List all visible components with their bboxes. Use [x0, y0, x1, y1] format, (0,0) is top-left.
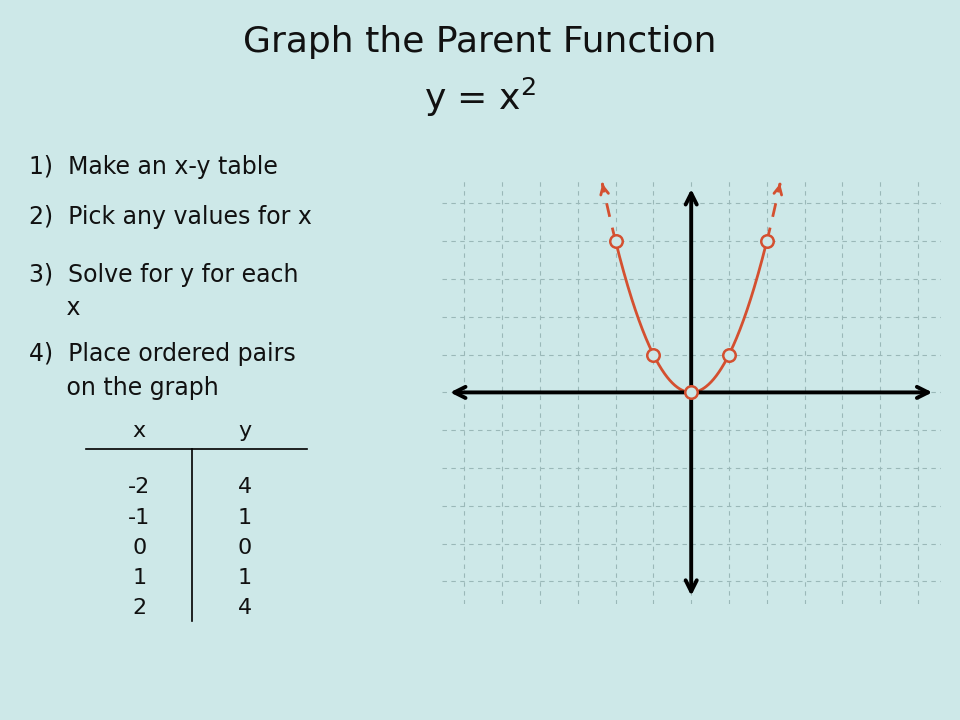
Text: 3)  Solve for y for each
     x: 3) Solve for y for each x: [29, 263, 299, 320]
Text: 2: 2: [132, 598, 146, 618]
Text: 4)  Place ordered pairs
     on the graph: 4) Place ordered pairs on the graph: [29, 342, 296, 400]
Text: 0: 0: [132, 538, 146, 558]
Text: x: x: [132, 421, 146, 441]
Text: 1: 1: [238, 568, 252, 588]
Text: y: y: [238, 421, 252, 441]
Text: -2: -2: [128, 477, 151, 498]
Text: -1: -1: [128, 508, 151, 528]
Text: 0: 0: [238, 538, 252, 558]
Text: 4: 4: [238, 477, 252, 498]
Text: 1)  Make an x-y table: 1) Make an x-y table: [29, 155, 277, 179]
Text: 2)  Pick any values for x: 2) Pick any values for x: [29, 205, 312, 229]
Text: 1: 1: [132, 568, 146, 588]
Text: 4: 4: [238, 598, 252, 618]
Text: y = x$^2$: y = x$^2$: [424, 76, 536, 119]
Text: Graph the Parent Function: Graph the Parent Function: [243, 25, 717, 59]
Text: 1: 1: [238, 508, 252, 528]
